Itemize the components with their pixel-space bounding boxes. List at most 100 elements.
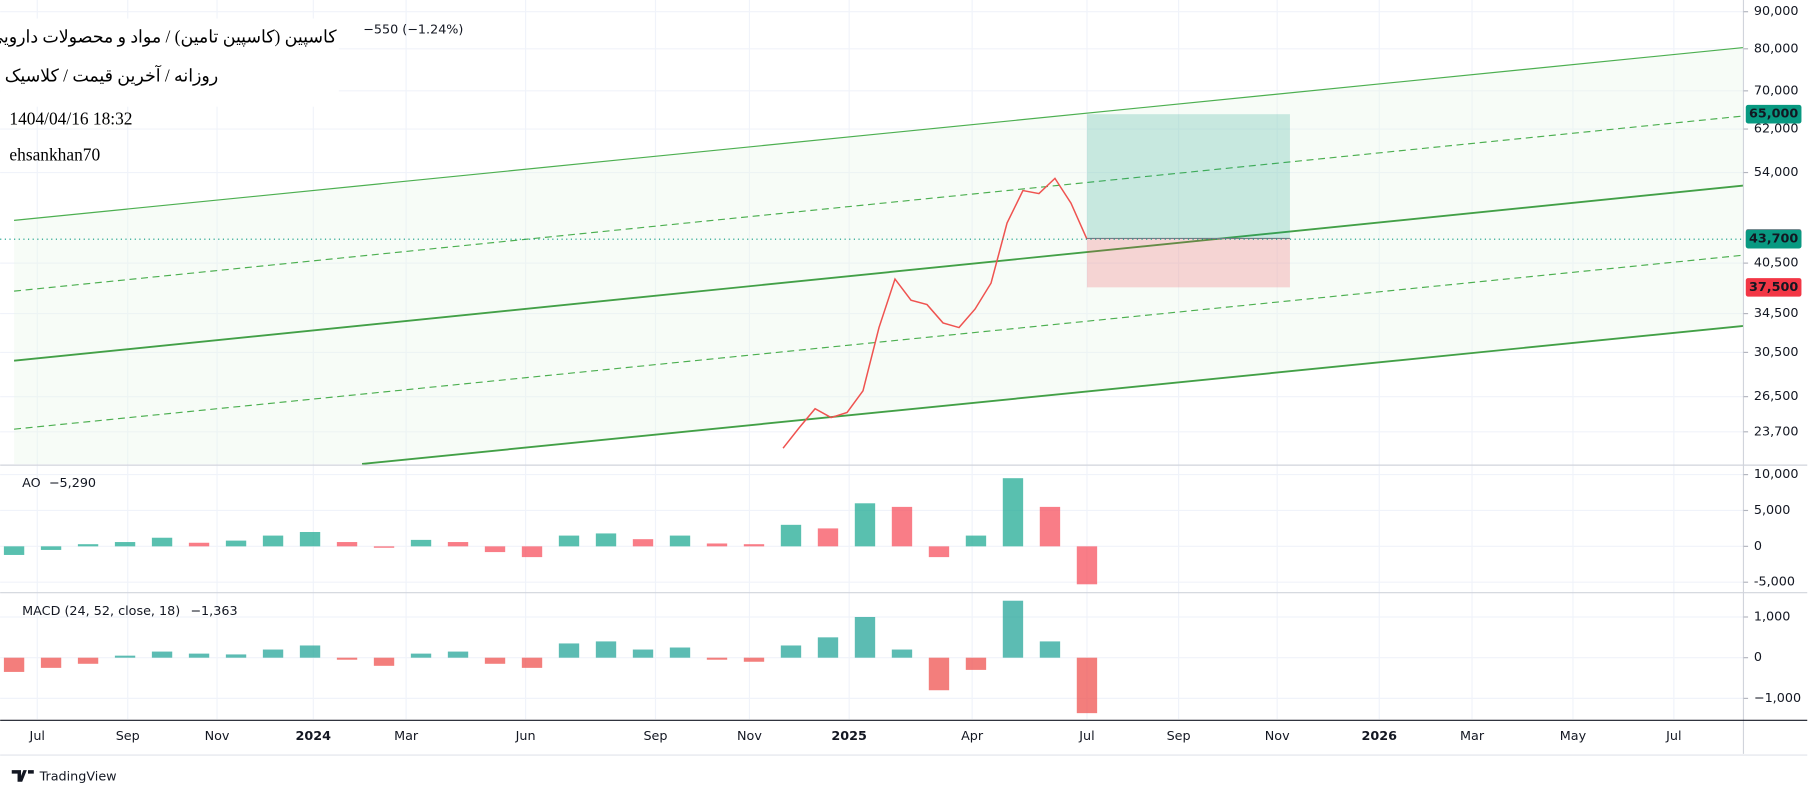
histogram-bar: [854, 616, 876, 658]
histogram-bar: [1076, 657, 1098, 714]
brand: TradingView: [11, 770, 117, 785]
y-tick-label: 34,500: [1754, 306, 1799, 321]
target-zone: [1086, 114, 1290, 239]
x-tick-label: Nov: [737, 729, 762, 744]
x-tick-label: May: [1560, 729, 1587, 744]
histogram-bar: [558, 643, 580, 658]
histogram-bar: [225, 654, 247, 658]
channel-fill: [14, 47, 1744, 464]
price-label-box: [1745, 229, 1802, 249]
x-tick-label: Jul: [1665, 729, 1681, 744]
y-tick-label: 1,000: [1754, 609, 1791, 624]
indicator-reading: −1,363: [190, 604, 237, 619]
histogram-bar: [521, 657, 543, 668]
histogram-bar: [410, 539, 432, 547]
x-tick-label: Jul: [1078, 729, 1094, 744]
price-label: 43,700: [1749, 232, 1798, 247]
x-tick-label: 2024: [296, 729, 332, 744]
data-layer: [0, 114, 1744, 714]
histogram-bar: [1039, 641, 1061, 658]
histogram-bar: [1039, 506, 1061, 547]
x-tick-label: Mar: [1460, 729, 1485, 744]
y-tick-label: 90,000: [1754, 4, 1799, 19]
histogram-bar: [743, 544, 765, 547]
histogram-bar: [77, 657, 99, 664]
stop-zone: [1086, 238, 1290, 288]
histogram-bar: [299, 531, 321, 547]
histogram-bar: [225, 540, 247, 547]
chart-title: کاسپین (کاسپین تامین) / مواد و محصولات د…: [0, 27, 337, 47]
y-tick-label: −1,000: [1754, 691, 1801, 706]
y-tick-label: 26,500: [1754, 389, 1799, 404]
x-tick-label: Sep: [643, 729, 667, 744]
histogram-bar: [114, 655, 136, 658]
brand-name: TradingView: [39, 770, 117, 785]
histogram-bar: [484, 657, 506, 664]
histogram-bar: [595, 641, 617, 658]
channel-line: [14, 46, 1744, 221]
y-tick-label: 10,000: [1754, 467, 1799, 482]
histogram-bar: [336, 657, 358, 660]
price-label: 37,500: [1749, 280, 1798, 295]
histogram-bar: [40, 546, 62, 550]
chart-author: ehsankhan70: [9, 146, 100, 165]
histogram-bar: [1076, 546, 1098, 585]
brand-logo: [11, 770, 34, 782]
histogram-bar: [669, 535, 691, 547]
histogram-bar: [632, 539, 654, 547]
histogram-bar: [595, 533, 617, 547]
chart-date: 1404/04/16 18:32: [9, 110, 132, 129]
histogram-bar: [558, 535, 580, 547]
channel-line: [361, 325, 1744, 465]
channel-line: [13, 184, 1744, 362]
histogram-bar: [891, 506, 913, 547]
x-tick-label: Apr: [961, 729, 984, 744]
histogram-bar: [817, 637, 839, 658]
histogram-bar: [3, 657, 25, 672]
histogram-bar: [743, 657, 765, 662]
indicator-title: MACD (24, 52, close, 18): [22, 604, 180, 619]
histogram-bar: [817, 528, 839, 547]
y-tick-label: 23,700: [1754, 424, 1799, 439]
histogram-bar: [336, 542, 358, 547]
price-label-box: [1745, 278, 1802, 297]
y-tick-label: 54,000: [1754, 165, 1799, 180]
histogram-bar: [447, 542, 469, 547]
y-tick-label: 30,500: [1754, 345, 1799, 360]
histogram-bar: [706, 543, 728, 547]
histogram-bar: [1002, 600, 1024, 658]
histogram-bar: [854, 503, 876, 547]
histogram-bar: [965, 535, 987, 547]
histogram-bar: [410, 653, 432, 658]
histogram-bar: [262, 649, 284, 658]
histogram-bar: [706, 657, 728, 660]
price-label: 65,000: [1749, 107, 1798, 122]
histogram-bar: [3, 546, 25, 555]
price-change: −550 (−1.24%): [363, 23, 463, 38]
y-tick-label: 0: [1754, 650, 1762, 665]
x-tick-label: 2025: [831, 729, 867, 744]
title-backdrop: [0, 18, 339, 107]
histogram-bar: [373, 657, 395, 666]
histogram-bar: [262, 535, 284, 547]
y-tick-label: 62,000: [1754, 122, 1799, 137]
histogram-bar: [373, 546, 395, 548]
histogram-bar: [632, 649, 654, 658]
x-tick-label: 2026: [1362, 729, 1398, 744]
indicator-title: AO: [22, 476, 41, 491]
drawings: [13, 46, 1744, 465]
frame: [0, 0, 1808, 756]
histogram-bar: [669, 647, 691, 658]
histogram-bar: [780, 524, 802, 547]
histogram-bar: [40, 657, 62, 668]
histogram-bar: [521, 546, 543, 558]
histogram-bar: [928, 657, 950, 691]
price-line: [782, 177, 1088, 449]
y-tick-label: -5,000: [1754, 575, 1795, 590]
y-tick-label: 5,000: [1754, 503, 1791, 518]
histogram-bar: [77, 544, 99, 547]
x-tick-label: Nov: [205, 729, 230, 744]
x-tick-label: Jun: [515, 729, 536, 744]
